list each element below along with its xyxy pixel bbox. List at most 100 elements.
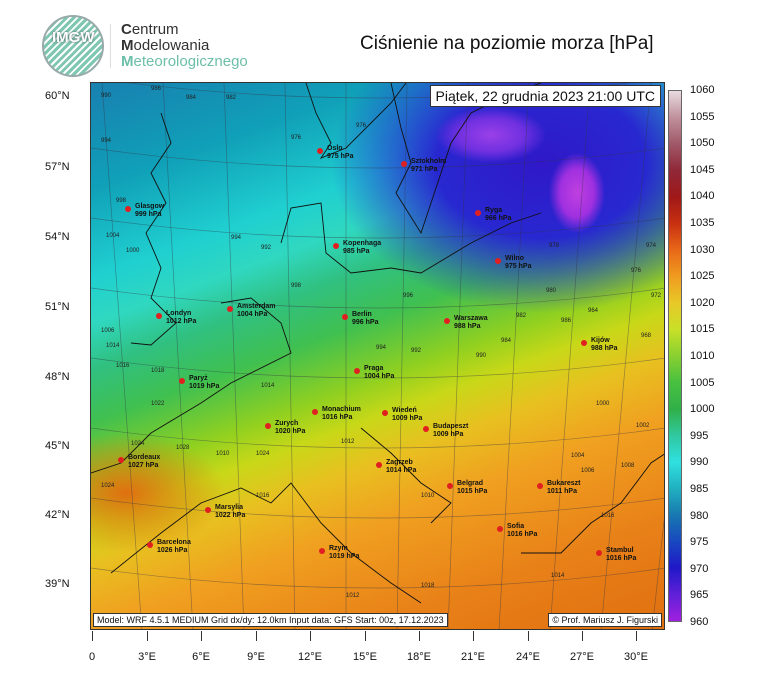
city-pressure: 1009 hPa (392, 415, 423, 422)
colorbar-label: 1000 (690, 403, 715, 416)
city-name: Praga (364, 365, 384, 372)
isobar-label: 1014 (106, 343, 120, 349)
city-pressure: 1011 hPa (547, 488, 577, 495)
axis-tick (147, 631, 148, 641)
axis-tick (365, 631, 366, 641)
city-pressure: 1019 hPa (329, 553, 360, 560)
city-name: Zurych (275, 420, 299, 427)
isobar-label: 986 (561, 318, 572, 324)
parallel-line (91, 217, 664, 239)
longitude-label: 9°E (247, 651, 265, 663)
axis-tick (528, 631, 529, 641)
isobar-label: 968 (641, 333, 652, 339)
axis-tick (473, 631, 474, 641)
isobar-label: 990 (476, 353, 487, 359)
city-pressure: 1004 hPa (237, 311, 268, 318)
isobar-label: 998 (116, 198, 127, 204)
city-name: Warszawa (454, 315, 488, 322)
city-pressure: 1016 hPa (507, 531, 538, 538)
longitude-label: 18°E (407, 651, 431, 663)
city-dot-icon (537, 483, 543, 489)
city-pressure: 1009 hPa (433, 431, 464, 438)
parallel-line (91, 357, 664, 379)
colorbar-label: 1040 (690, 190, 715, 203)
city-name: Zagrzeb (386, 459, 413, 466)
city-dot-icon (179, 378, 185, 384)
isobar-label: 1014 (551, 573, 565, 579)
city-name: Wiedeń (392, 407, 417, 414)
longitude-label: 24°E (516, 651, 540, 663)
colorbar-label: 990 (690, 456, 709, 469)
latitude-label: 45°N (45, 440, 70, 452)
city-pressure: 1014 hPa (386, 467, 417, 474)
city-name: Oslo (327, 145, 343, 152)
isobar-label: 992 (411, 348, 422, 354)
city-dot-icon (581, 340, 587, 346)
city-dot-icon (401, 161, 407, 167)
isobar-label: 1018 (421, 583, 435, 589)
city-dot-icon (376, 462, 382, 468)
meridian-line (447, 83, 469, 629)
parallel-line (91, 567, 664, 589)
colorbar-label: 965 (690, 589, 709, 602)
axis-tick (636, 631, 637, 641)
axis-tick (92, 631, 93, 641)
city-name: Kijów (591, 337, 610, 344)
axis-tick (582, 631, 583, 641)
isobar-label: 1028 (176, 445, 190, 451)
isobar-label: 992 (261, 245, 272, 251)
axis-tick (256, 631, 257, 641)
isobar-label: 972 (651, 293, 662, 299)
colorbar-label: 1030 (690, 243, 715, 256)
city-dot-icon (382, 410, 388, 416)
axis-tick (310, 631, 311, 641)
city-pressure: 1004 hPa (364, 373, 395, 380)
isobar-label: 984 (501, 338, 512, 344)
isobar-label: 1016 (256, 493, 270, 499)
city-dot-icon (118, 457, 124, 463)
isobar-label: 1022 (151, 401, 165, 407)
city-name: Budapeszt (433, 423, 469, 430)
latitude-label: 54°N (45, 231, 70, 243)
pressure-colorbar (668, 90, 682, 622)
colorbar-label: 985 (690, 483, 709, 495)
model-info: Model: WRF 4.5.1 MEDIUM Grid dx/dy: 12.0… (93, 613, 448, 627)
city-name: Paryż (189, 375, 208, 382)
city-name: Wilno (505, 255, 524, 262)
latitude-label: 60°N (45, 90, 70, 102)
city-pressure: 985 hPa (343, 248, 370, 255)
isobar-label: 1010 (421, 493, 435, 499)
city-dot-icon (147, 542, 153, 548)
org-line: eteorologicznego (133, 53, 248, 70)
city-dot-icon (447, 483, 453, 489)
city-dot-icon (596, 550, 602, 556)
city-pressure: 999 hPa (135, 211, 162, 218)
isobar-label: 964 (588, 308, 599, 314)
city-name: Berlin (352, 311, 372, 318)
isobar-label: 984 (186, 95, 197, 101)
city-name: Marsylia (215, 504, 244, 511)
colorbar-label: 970 (690, 562, 709, 575)
isobar-label: 974 (646, 243, 657, 249)
imgw-logo: IMGW (42, 15, 104, 77)
city-name: Stambul (606, 547, 634, 554)
city-dot-icon (156, 313, 162, 319)
city-dot-icon (125, 206, 131, 212)
valid-time-label: Piątek, 22 grudnia 2023 21:00 UTC (429, 85, 661, 107)
latitude-label: 51°N (45, 301, 70, 313)
isobar-label: 994 (376, 345, 387, 351)
isobar-label: 1012 (346, 593, 360, 599)
city-dot-icon (227, 306, 233, 312)
city-dot-icon (342, 314, 348, 320)
longitude-label: 0 (88, 651, 96, 663)
colorbar-label: 975 (690, 536, 709, 549)
city-dot-icon (495, 258, 501, 264)
city-name: Sztokholm (411, 158, 447, 165)
city-pressure: 971 hPa (411, 166, 438, 173)
colorbar-label: 1055 (690, 110, 715, 123)
colorbar-label: 1015 (690, 323, 715, 336)
city-name: Ryga (485, 207, 503, 214)
isobar-label: 982 (226, 95, 237, 101)
isobar-label: 976 (356, 123, 367, 129)
city-pressure: 1012 hPa (166, 318, 197, 325)
